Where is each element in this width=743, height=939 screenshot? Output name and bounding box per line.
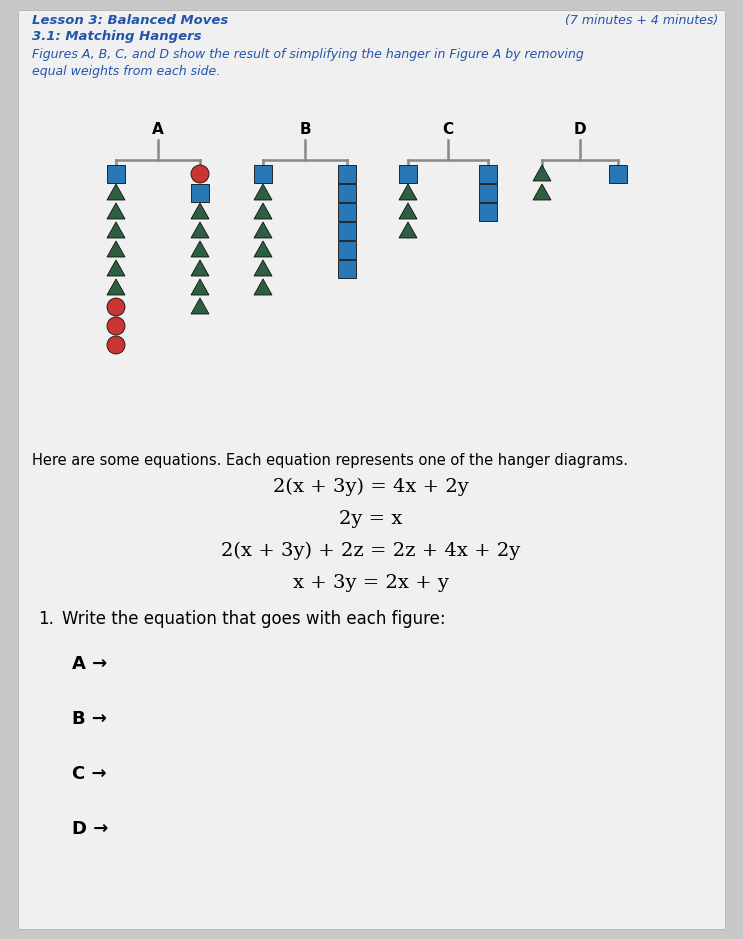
Text: C: C — [442, 122, 453, 137]
Text: C →: C → — [72, 765, 107, 783]
Circle shape — [107, 298, 125, 316]
Polygon shape — [191, 279, 209, 295]
Bar — [609, 165, 627, 183]
Polygon shape — [533, 165, 551, 181]
Polygon shape — [254, 184, 272, 200]
Text: A →: A → — [72, 655, 107, 673]
Text: B →: B → — [72, 710, 107, 728]
Circle shape — [107, 317, 125, 335]
Bar — [479, 165, 497, 183]
Polygon shape — [107, 241, 125, 257]
Text: 2(x + 3y) + 2z = 2z + 4x + 2y: 2(x + 3y) + 2z = 2z + 4x + 2y — [221, 542, 521, 561]
Polygon shape — [107, 222, 125, 238]
Text: Figures A, B, C, and D show the result of simplifying the hanger in Figure A by : Figures A, B, C, and D show the result o… — [32, 48, 584, 61]
Polygon shape — [107, 184, 125, 200]
Text: 1.: 1. — [38, 610, 54, 628]
Polygon shape — [254, 279, 272, 295]
Bar — [338, 184, 356, 202]
Text: Here are some equations. Each equation represents one of the hanger diagrams.: Here are some equations. Each equation r… — [32, 453, 628, 468]
Polygon shape — [399, 184, 417, 200]
Polygon shape — [254, 222, 272, 238]
Polygon shape — [191, 222, 209, 238]
Polygon shape — [107, 260, 125, 276]
Bar — [191, 184, 209, 202]
Text: (7 minutes + 4 minutes): (7 minutes + 4 minutes) — [565, 14, 718, 27]
Text: 2(x + 3y) = 4x + 2y: 2(x + 3y) = 4x + 2y — [273, 478, 469, 496]
Text: B: B — [299, 122, 311, 137]
Polygon shape — [399, 222, 417, 238]
Text: 3.1: Matching Hangers: 3.1: Matching Hangers — [32, 30, 201, 43]
Bar — [338, 203, 356, 221]
Polygon shape — [191, 260, 209, 276]
Circle shape — [191, 165, 209, 183]
Polygon shape — [399, 203, 417, 219]
Bar — [338, 222, 356, 240]
Text: Write the equation that goes with each figure:: Write the equation that goes with each f… — [62, 610, 446, 628]
Bar — [338, 165, 356, 183]
Bar — [479, 203, 497, 221]
Text: x + 3y = 2x + y: x + 3y = 2x + y — [293, 574, 449, 592]
Text: Lesson 3: Balanced Moves: Lesson 3: Balanced Moves — [32, 14, 228, 27]
Bar — [254, 165, 272, 183]
Text: A: A — [152, 122, 164, 137]
Circle shape — [107, 336, 125, 354]
Polygon shape — [191, 298, 209, 314]
Polygon shape — [254, 260, 272, 276]
Polygon shape — [191, 241, 209, 257]
Polygon shape — [107, 203, 125, 219]
Polygon shape — [107, 279, 125, 295]
Bar — [479, 184, 497, 202]
Polygon shape — [191, 203, 209, 219]
Bar — [338, 260, 356, 278]
Text: D →: D → — [72, 820, 108, 838]
Text: D: D — [574, 122, 586, 137]
Polygon shape — [254, 203, 272, 219]
Text: 2y = x: 2y = x — [340, 510, 403, 528]
Bar — [338, 241, 356, 259]
Bar — [107, 165, 125, 183]
Text: equal weights from each side.: equal weights from each side. — [32, 65, 220, 78]
Bar — [399, 165, 417, 183]
Polygon shape — [254, 241, 272, 257]
Polygon shape — [533, 184, 551, 200]
